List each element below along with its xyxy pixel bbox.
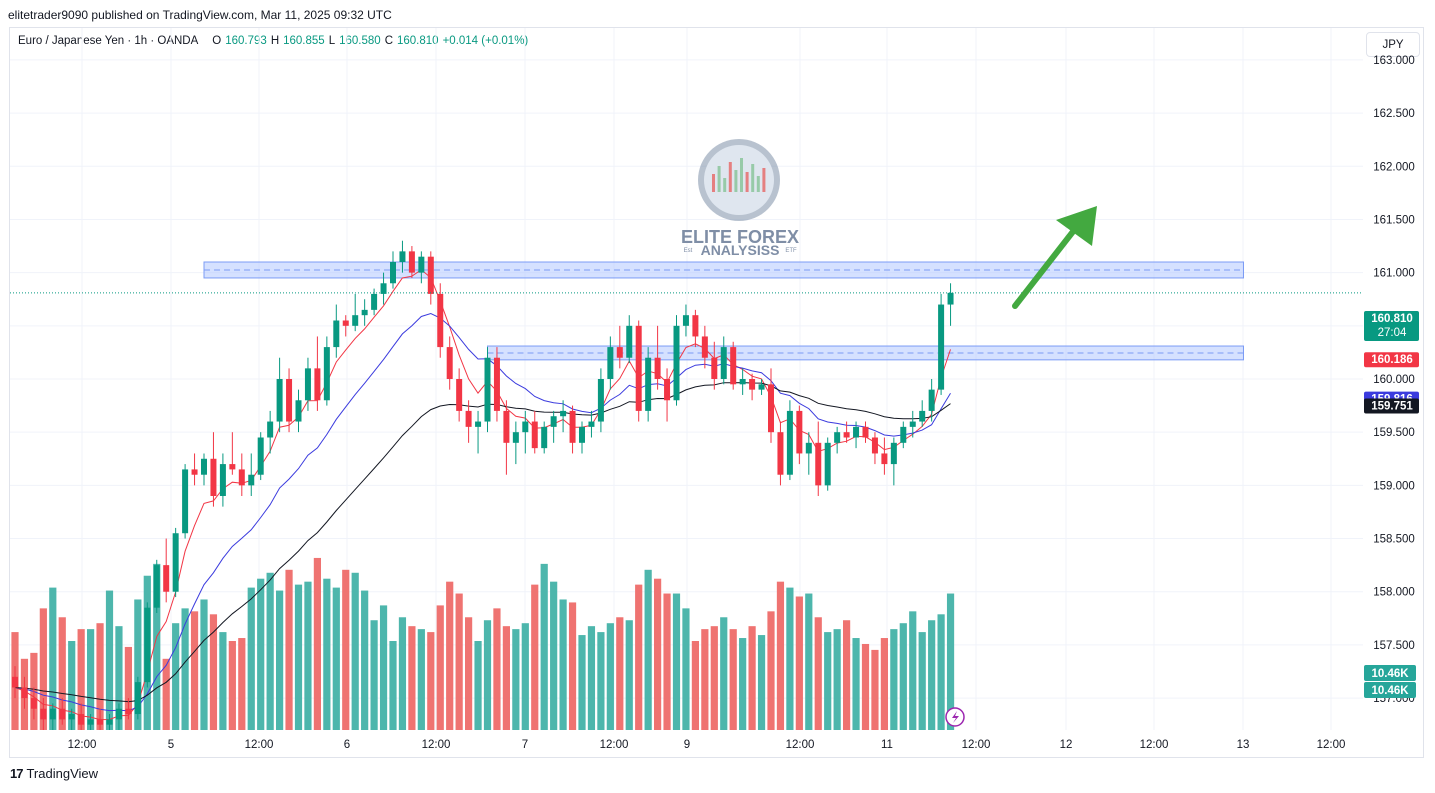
- footer-brand[interactable]: 17 TradingView: [10, 766, 98, 781]
- publisher-line: elitetrader9090 published on TradingView…: [8, 8, 392, 22]
- close-value: 160.810: [397, 35, 439, 47]
- low-label: L: [328, 35, 336, 47]
- high-label: H: [270, 35, 280, 47]
- open-value: 160.793: [225, 35, 267, 47]
- chart-frame[interactable]: [9, 27, 1424, 758]
- high-value: 160.855: [283, 35, 325, 47]
- symbol-name[interactable]: Euro / Japanese Yen · 1h · OANDA: [18, 35, 199, 47]
- symbol-legend: Euro / Japanese Yen · 1h · OANDA O 160.79…: [18, 35, 528, 47]
- change-value: +0.014 (+0.01%): [442, 35, 529, 47]
- low-value: 160.580: [339, 35, 381, 47]
- footer-brand-text: TradingView: [26, 766, 99, 781]
- tradingview-logo-icon: 17: [10, 766, 24, 781]
- open-label: O: [212, 35, 222, 47]
- close-label: C: [384, 35, 393, 47]
- currency-button[interactable]: JPY: [1366, 32, 1420, 57]
